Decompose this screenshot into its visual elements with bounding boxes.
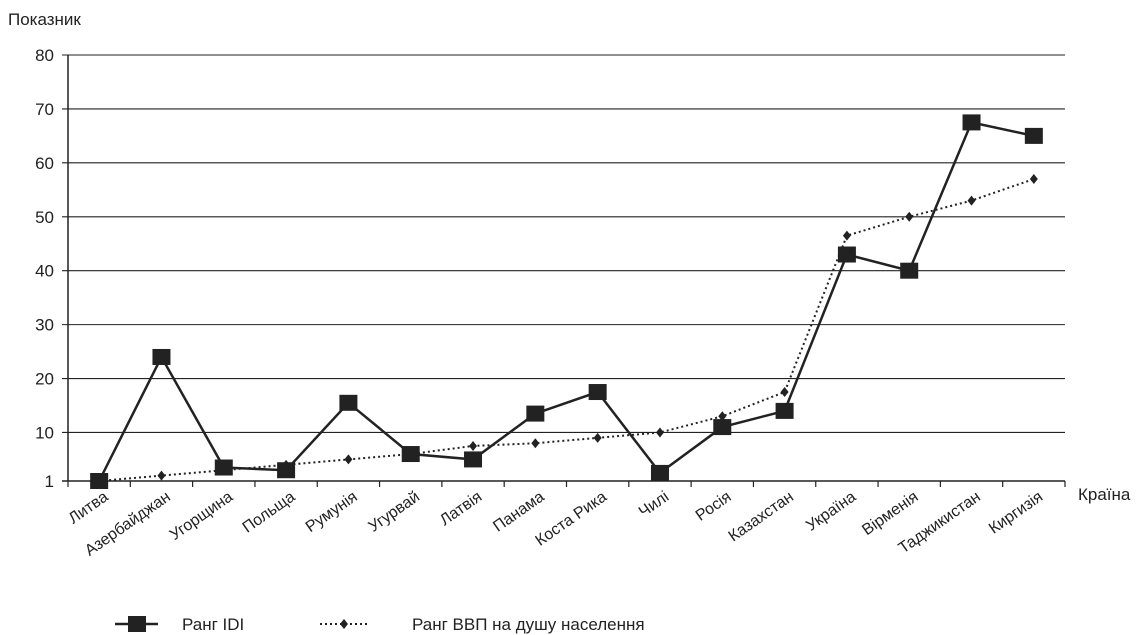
y-tick-label: 10 bbox=[35, 423, 54, 442]
data-point bbox=[905, 211, 914, 222]
series-line bbox=[98, 120, 1035, 482]
x-tick-label: Румунія bbox=[303, 488, 361, 536]
data-point bbox=[1029, 174, 1038, 185]
y-tick-label: 30 bbox=[35, 316, 54, 335]
x-tick-label: Росія bbox=[693, 488, 735, 524]
y-tick-label: 1 bbox=[45, 472, 54, 491]
legend-square-marker bbox=[128, 616, 146, 632]
data-point bbox=[526, 405, 545, 422]
x-tick-label: Панама bbox=[490, 488, 547, 535]
data-point bbox=[344, 454, 353, 465]
gridlines bbox=[62, 54, 1065, 482]
x-tick-label: Угурвай bbox=[366, 488, 423, 535]
legend-diamond-marker bbox=[340, 619, 348, 629]
data-point bbox=[464, 451, 483, 468]
x-tick-label: Киргизія bbox=[986, 488, 1046, 537]
data-point bbox=[406, 449, 415, 460]
y-tick-label: 40 bbox=[35, 262, 54, 281]
data-point bbox=[967, 195, 976, 206]
series-1 bbox=[90, 114, 1043, 489]
series-2 bbox=[95, 174, 1038, 486]
series-line bbox=[99, 178, 1035, 482]
data-point bbox=[962, 114, 981, 131]
x-tick-label: Казахстан bbox=[726, 488, 797, 545]
data-point bbox=[588, 384, 607, 401]
legend-label: Ранг IDI bbox=[182, 615, 244, 634]
x-tick-label: Литва bbox=[66, 488, 112, 527]
y-tick-label: 80 bbox=[35, 46, 54, 65]
data-point bbox=[718, 411, 727, 422]
data-point bbox=[713, 419, 732, 436]
series-layer bbox=[90, 114, 1043, 489]
x-tick-label: Україна bbox=[803, 488, 859, 534]
y-axis-title: Показник bbox=[8, 10, 81, 29]
data-point bbox=[531, 438, 540, 449]
data-point bbox=[837, 246, 856, 263]
y-tick-label: 60 bbox=[35, 154, 54, 173]
data-point bbox=[650, 464, 669, 481]
y-tick-label: 50 bbox=[35, 208, 54, 227]
data-point bbox=[842, 230, 851, 241]
y-tick-label: 20 bbox=[35, 370, 54, 389]
legend-label: Ранг ВВП на душу населення bbox=[412, 615, 645, 634]
x-tick-label: Польща bbox=[240, 488, 299, 536]
legend: Ранг IDI Ранг ВВП на душу населення bbox=[115, 615, 645, 634]
data-point bbox=[593, 432, 602, 443]
data-point bbox=[775, 402, 794, 419]
legend-item: Ранг ВВП на душу населення bbox=[320, 615, 645, 634]
data-point bbox=[277, 462, 296, 479]
data-point bbox=[219, 465, 228, 476]
data-point bbox=[655, 427, 664, 438]
y-axis-ticks: 1 10 20 30 40 50 60 70 80 bbox=[35, 46, 54, 491]
data-point bbox=[339, 394, 358, 411]
data-point bbox=[95, 476, 104, 486]
data-point bbox=[282, 459, 291, 470]
y-tick-label: 70 bbox=[35, 100, 54, 119]
legend-item: Ранг IDI bbox=[115, 615, 244, 634]
data-point bbox=[469, 440, 478, 451]
data-point bbox=[157, 470, 166, 481]
x-tick-label: Угорщина bbox=[167, 488, 236, 544]
x-tick-label: Чилі bbox=[636, 488, 672, 521]
x-tick-label: Латвія bbox=[437, 488, 485, 529]
data-point bbox=[152, 348, 171, 365]
x-axis-title: Країна bbox=[1078, 485, 1131, 504]
data-point bbox=[900, 262, 919, 279]
data-point bbox=[1024, 127, 1043, 144]
data-point bbox=[780, 387, 789, 398]
